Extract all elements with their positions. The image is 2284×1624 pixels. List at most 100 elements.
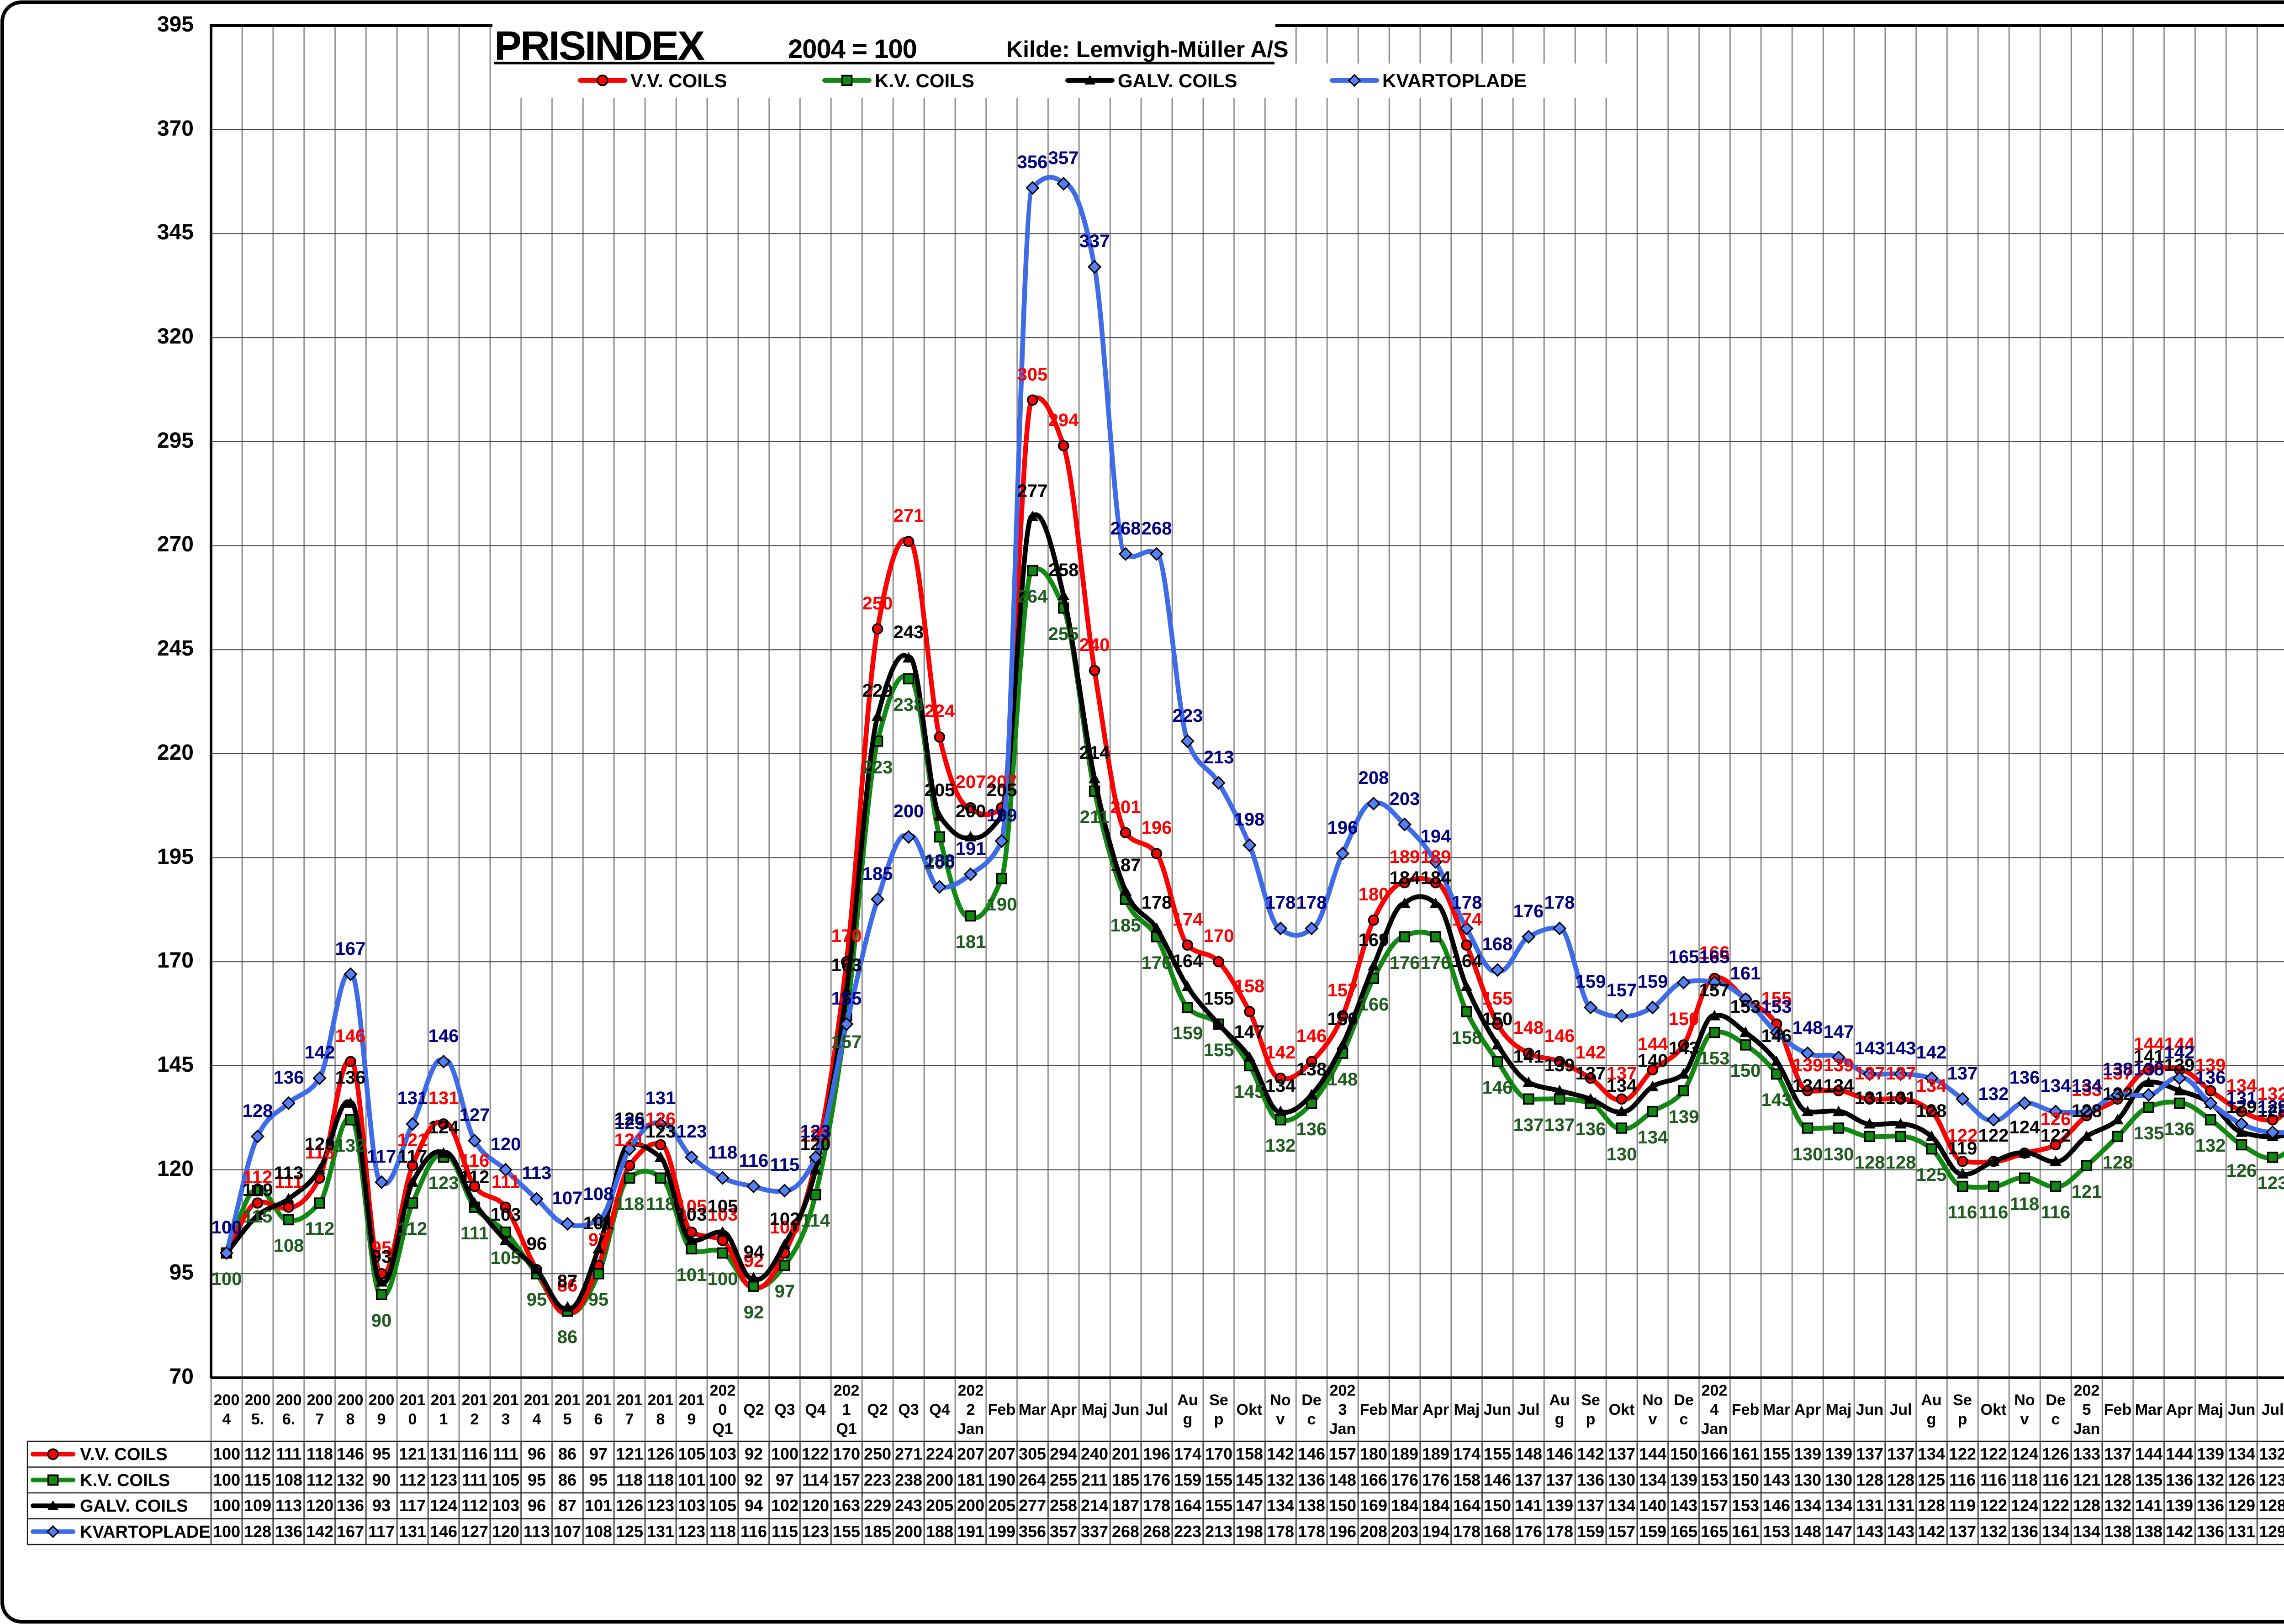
svg-text:202: 202 xyxy=(1702,1382,1728,1399)
svg-text:136: 136 xyxy=(337,1496,364,1515)
svg-text:134: 134 xyxy=(1267,1496,1294,1515)
svg-text:178: 178 xyxy=(1298,1522,1325,1541)
svg-text:199: 199 xyxy=(987,805,1017,825)
svg-text:102: 102 xyxy=(770,1209,800,1229)
svg-text:117: 117 xyxy=(368,1522,395,1541)
svg-text:143: 143 xyxy=(1763,1471,1790,1489)
svg-text:128: 128 xyxy=(1887,1471,1914,1489)
svg-text:202: 202 xyxy=(958,1382,984,1399)
svg-text:178: 178 xyxy=(1267,1522,1294,1541)
svg-text:203: 203 xyxy=(1391,1522,1418,1541)
svg-text:168: 168 xyxy=(1482,934,1513,954)
svg-text:155: 155 xyxy=(1205,1496,1232,1515)
svg-text:KVARTOPLADE: KVARTOPLADE xyxy=(80,1523,211,1542)
svg-text:105: 105 xyxy=(709,1496,736,1515)
svg-text:370: 370 xyxy=(157,116,194,141)
svg-text:100: 100 xyxy=(213,1496,240,1515)
svg-text:97: 97 xyxy=(776,1471,794,1489)
svg-text:121: 121 xyxy=(397,1130,428,1150)
svg-text:138: 138 xyxy=(2134,1059,2164,1079)
svg-text:94: 94 xyxy=(745,1496,763,1515)
svg-text:157: 157 xyxy=(1699,980,1730,1000)
svg-text:86: 86 xyxy=(558,1471,576,1489)
svg-text:136: 136 xyxy=(1296,1119,1327,1139)
svg-text:116: 116 xyxy=(2041,1202,2071,1222)
svg-text:128: 128 xyxy=(2103,1153,2133,1173)
svg-text:105: 105 xyxy=(677,1196,707,1217)
svg-text:356: 356 xyxy=(1019,1522,1046,1541)
svg-text:Jun: Jun xyxy=(1112,1401,1139,1418)
svg-text:145: 145 xyxy=(157,1053,194,1077)
svg-text:146: 146 xyxy=(430,1522,457,1541)
svg-text:Feb: Feb xyxy=(1732,1401,1759,1418)
svg-text:164: 164 xyxy=(1173,951,1203,971)
svg-text:128: 128 xyxy=(1855,1153,1885,1173)
svg-text:101: 101 xyxy=(583,1213,614,1233)
svg-text:203: 203 xyxy=(1390,789,1420,809)
svg-text:200: 200 xyxy=(338,1391,364,1409)
svg-text:c: c xyxy=(1307,1411,1316,1428)
svg-text:112: 112 xyxy=(305,1219,335,1239)
svg-text:100: 100 xyxy=(709,1471,736,1489)
svg-text:7: 7 xyxy=(625,1411,634,1428)
svg-text:178: 178 xyxy=(1544,893,1575,913)
svg-text:166: 166 xyxy=(1701,1444,1728,1463)
svg-text:134: 134 xyxy=(1792,1076,1823,1096)
svg-text:142: 142 xyxy=(1267,1444,1294,1463)
svg-text:112: 112 xyxy=(460,1167,490,1187)
svg-text:No: No xyxy=(2014,1391,2035,1409)
svg-text:157: 157 xyxy=(1329,1444,1356,1463)
svg-text:129: 129 xyxy=(2258,1097,2284,1117)
svg-text:139: 139 xyxy=(1670,1471,1697,1489)
svg-text:128: 128 xyxy=(1918,1496,1945,1515)
svg-text:100: 100 xyxy=(213,1444,240,1463)
svg-text:125: 125 xyxy=(1918,1471,1945,1489)
svg-text:295: 295 xyxy=(157,428,194,453)
svg-text:v: v xyxy=(1649,1411,1657,1428)
svg-text:258: 258 xyxy=(1048,560,1079,580)
svg-text:176: 176 xyxy=(1515,1522,1542,1541)
svg-text:320: 320 xyxy=(157,324,194,349)
svg-text:115: 115 xyxy=(772,1522,798,1541)
svg-text:128: 128 xyxy=(2259,1496,2284,1515)
svg-text:116: 116 xyxy=(1979,1202,2009,1222)
svg-text:190: 190 xyxy=(987,894,1017,915)
svg-text:129: 129 xyxy=(2259,1522,2284,1541)
svg-text:135: 135 xyxy=(2134,1123,2164,1143)
svg-text:137: 137 xyxy=(1855,1063,1885,1084)
svg-text:K.V. COILS: K.V. COILS xyxy=(875,70,974,91)
svg-text:126: 126 xyxy=(645,1109,676,1129)
svg-text:147: 147 xyxy=(1825,1522,1852,1541)
svg-text:6: 6 xyxy=(594,1411,603,1428)
svg-text:178: 178 xyxy=(1546,1522,1573,1541)
svg-text:202: 202 xyxy=(710,1382,736,1399)
svg-text:138: 138 xyxy=(2104,1522,2131,1541)
svg-text:Okt: Okt xyxy=(1237,1401,1263,1418)
svg-text:141: 141 xyxy=(2134,1047,2164,1067)
svg-text:131: 131 xyxy=(1856,1496,1883,1515)
svg-text:128: 128 xyxy=(2258,1101,2284,1121)
svg-text:200: 200 xyxy=(245,1391,271,1409)
svg-text:Jan: Jan xyxy=(957,1420,984,1438)
svg-text:155: 155 xyxy=(1482,989,1513,1009)
svg-text:124: 124 xyxy=(428,1117,459,1137)
svg-text:213: 213 xyxy=(1204,747,1234,767)
svg-text:142: 142 xyxy=(2164,1042,2195,1063)
svg-text:146: 146 xyxy=(1298,1444,1325,1463)
svg-text:126: 126 xyxy=(2226,1161,2257,1181)
svg-text:116: 116 xyxy=(1980,1471,2007,1489)
svg-text:108: 108 xyxy=(274,1236,304,1256)
svg-text:130: 130 xyxy=(1792,1144,1823,1164)
svg-text:8: 8 xyxy=(656,1411,665,1428)
svg-text:150: 150 xyxy=(1482,1009,1513,1029)
svg-text:201: 201 xyxy=(493,1391,519,1409)
svg-text:134: 134 xyxy=(1794,1496,1821,1515)
svg-text:122: 122 xyxy=(1980,1496,2007,1515)
svg-text:125: 125 xyxy=(616,1522,643,1541)
svg-text:123: 123 xyxy=(677,1121,707,1142)
svg-text:Se: Se xyxy=(1953,1391,1972,1409)
svg-text:122: 122 xyxy=(1978,1126,2009,1146)
svg-text:137: 137 xyxy=(1886,1063,1916,1084)
svg-text:c: c xyxy=(2051,1411,2060,1428)
svg-text:146: 146 xyxy=(1546,1444,1573,1463)
